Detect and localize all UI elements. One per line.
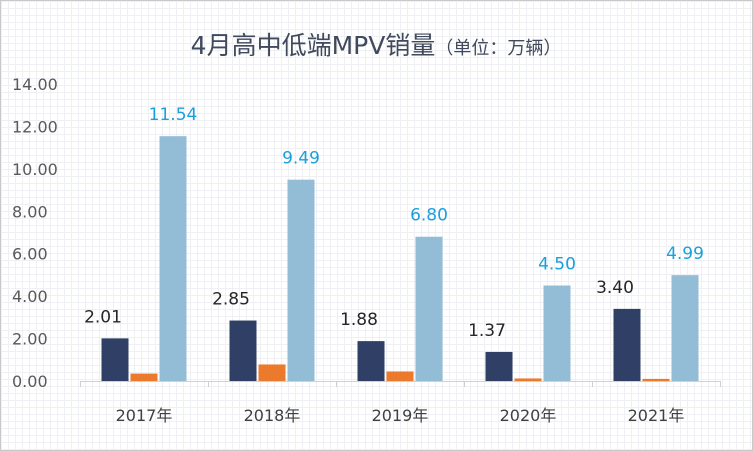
x-tick-label: 2017年	[116, 406, 173, 425]
y-tick-label: 12.00	[12, 117, 58, 136]
chart-title-unit: （单位：万辆）	[435, 38, 561, 59]
data-label: 1.37	[468, 321, 506, 341]
bar-series-1	[101, 338, 129, 381]
y-tick-label: 10.00	[12, 160, 58, 179]
bar-series-1	[229, 320, 257, 381]
bar-series-3	[415, 236, 443, 381]
bar-series-3	[159, 136, 187, 381]
y-tick-label: 4.00	[12, 287, 48, 306]
bar-series-2	[258, 364, 286, 381]
x-tick-label: 2019年	[372, 406, 429, 425]
bar-series-2	[642, 378, 670, 381]
bar-series-1	[357, 341, 385, 381]
x-axis: 2017年 2018年 2019年 2020年 2021年	[80, 381, 721, 425]
y-tick-label: 6.00	[12, 245, 48, 264]
data-label: 4.99	[666, 244, 704, 264]
data-label: 9.49	[282, 149, 320, 169]
chart-title-main: 4月高中低端MPV销量	[191, 31, 436, 60]
chart-title: 4月高中低端MPV销量（单位：万辆）	[191, 31, 562, 60]
data-label: 1.88	[340, 310, 378, 330]
data-labels: 2.01 11.54 2.85 9.49 1.88 6.80 1.37 4.50 3.40 4.9…	[84, 105, 704, 341]
x-tick-label: 2018年	[244, 406, 301, 425]
bar-series-2	[130, 373, 158, 381]
bars	[101, 136, 699, 381]
bar-series-1	[613, 308, 641, 381]
data-label: 11.54	[149, 105, 198, 125]
x-tick-label: 2021年	[628, 406, 685, 425]
bar-series-3	[543, 285, 571, 381]
data-label: 2.01	[84, 307, 122, 327]
y-tick-label: 8.00	[12, 202, 48, 221]
bar-series-2	[386, 371, 414, 381]
y-tick-label: 0.00	[12, 372, 48, 391]
data-label: 6.80	[410, 206, 448, 226]
x-tick-label: 2020年	[500, 406, 557, 425]
data-label: 4.50	[538, 255, 576, 275]
bar-series-1	[485, 351, 513, 381]
data-label: 2.85	[212, 290, 250, 310]
bar-series-2	[514, 378, 542, 381]
data-label: 3.40	[596, 278, 634, 298]
bar-series-3	[671, 275, 699, 381]
y-tick-label: 2.00	[12, 330, 48, 349]
y-axis: 0.00 2.00 4.00 6.00 8.00 10.00 12.00 14.00	[12, 75, 58, 391]
bar-series-3	[287, 179, 315, 381]
y-tick-label: 14.00	[12, 75, 58, 94]
